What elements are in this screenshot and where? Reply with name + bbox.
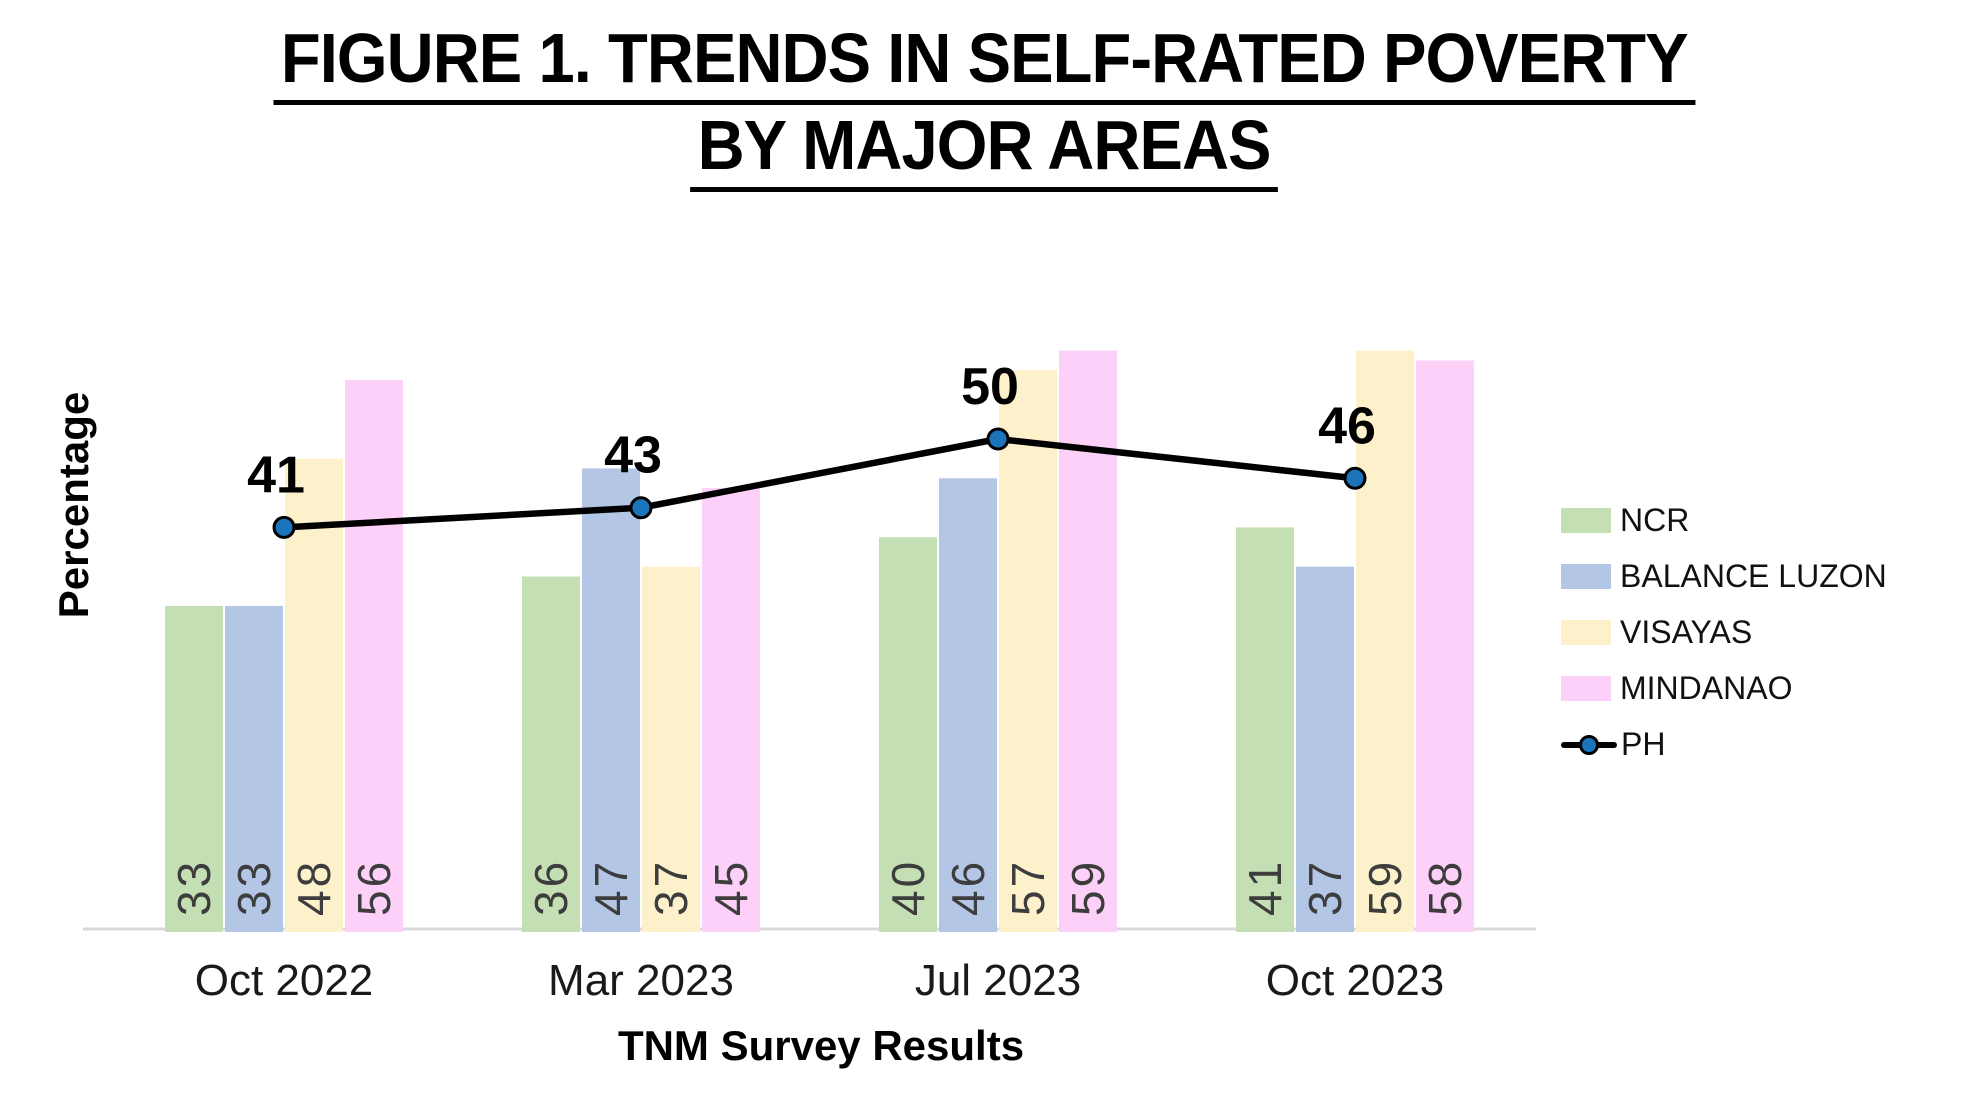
- legend-item-mindanao: MINDANAO: [1561, 660, 1887, 716]
- bar-ncr: [522, 576, 580, 932]
- legend-swatch: [1561, 675, 1611, 701]
- bar-value-label: 48: [288, 859, 340, 916]
- ph-marker: [629, 496, 653, 520]
- bar-visayas: [642, 566, 700, 932]
- bar-visayas: [285, 458, 343, 932]
- legend-item-ncr: NCR: [1561, 492, 1887, 548]
- y-axis-title: Percentage: [50, 391, 97, 619]
- legend-item-visayas: VISAYAS: [1561, 604, 1887, 660]
- legend-item-ph: PH: [1561, 716, 1887, 772]
- legend-item-balance-luzon: BALANCE LUZON: [1561, 548, 1887, 604]
- bar-visayas: [999, 370, 1057, 932]
- legend-swatch: [1561, 507, 1611, 533]
- bar-value-label: 40: [882, 859, 934, 916]
- bar-mindanao: [1059, 350, 1117, 932]
- bar-mindanao: [702, 488, 760, 932]
- ph-value-label: 41: [247, 446, 305, 504]
- x-axis-title: TNM Survey Results: [617, 1022, 1025, 1069]
- bar-mindanao: [345, 380, 403, 933]
- bar-value-label: 56: [348, 859, 400, 916]
- bar-ncr: [879, 537, 937, 932]
- bar-ncr: [1236, 527, 1294, 932]
- legend: NCR BALANCE LUZON VISAYAS MINDANAO PH: [1561, 492, 1887, 772]
- ph-value-label: 43: [604, 427, 662, 485]
- chart-title-line1: FIGURE 1. TRENDS IN SELF-RATED POVERTY: [273, 22, 1696, 105]
- x-tick-label: Oct 2023: [1266, 956, 1445, 1005]
- bar-value-label: 59: [1359, 859, 1411, 916]
- legend-label: BALANCE LUZON: [1620, 557, 1887, 594]
- legend-label: VISAYAS: [1620, 613, 1753, 650]
- bar-value-label: 37: [1299, 859, 1351, 916]
- bar-value-label: 58: [1419, 859, 1471, 916]
- bar-visayas: [1356, 350, 1414, 932]
- x-tick-label: Oct 2022: [195, 956, 374, 1005]
- bar-value-label: 59: [1062, 859, 1114, 916]
- ph-value-label: 46: [1318, 397, 1376, 455]
- bar-value-label: 37: [645, 859, 697, 916]
- ph-marker: [1343, 466, 1367, 490]
- bar-value-label: 33: [168, 859, 220, 916]
- bar-value-label: 41: [1239, 859, 1291, 916]
- bar-ncr: [165, 605, 223, 932]
- legend-swatch: [1561, 619, 1611, 645]
- bar-balance-luzon: [1296, 566, 1354, 932]
- legend-label: NCR: [1620, 501, 1690, 538]
- chart-title: FIGURE 1. TRENDS IN SELF-RATED POVERTY B…: [0, 22, 1969, 196]
- bar-value-label: 45: [705, 859, 757, 916]
- bar-value-label: 47: [585, 859, 637, 916]
- legend-line-marker-icon: [1561, 732, 1617, 757]
- x-tick-label: Mar 2023: [548, 956, 734, 1005]
- ph-marker: [272, 515, 296, 539]
- chart-title-line2: BY MAJOR AREAS: [690, 108, 1279, 192]
- bar-mindanao: [1416, 360, 1474, 932]
- bar-value-label: 57: [1002, 859, 1054, 916]
- bar-balance-luzon: [939, 478, 997, 932]
- bar-value-label: 36: [525, 859, 577, 916]
- bar-balance-luzon: [225, 605, 283, 932]
- legend-label: PH: [1621, 725, 1666, 762]
- legend-label: MINDANAO: [1620, 669, 1793, 706]
- bar-balance-luzon: [582, 468, 640, 932]
- bar-value-label: 46: [942, 859, 994, 916]
- x-tick-label: Jul 2023: [915, 956, 1081, 1005]
- bar-value-label: 33: [228, 859, 280, 916]
- ph-value-label: 50: [961, 358, 1019, 416]
- ph-line: [280, 435, 1359, 531]
- legend-swatch: [1561, 563, 1611, 589]
- ph-marker: [986, 427, 1010, 451]
